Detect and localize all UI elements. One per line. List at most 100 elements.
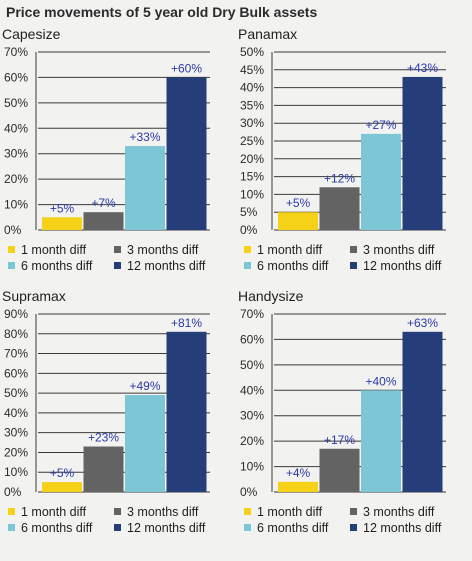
legend-label: 12 months diff — [363, 521, 442, 535]
data-label: +5% — [286, 196, 311, 210]
bar — [125, 146, 165, 230]
bar — [319, 448, 360, 492]
y-tick-label: 80% — [4, 327, 28, 341]
legend-label: 3 months diff — [363, 505, 435, 519]
legend-label: 6 months diff — [21, 259, 93, 273]
legend-swatch — [244, 262, 251, 269]
legend-swatch — [244, 508, 251, 515]
y-tick-label: 40% — [240, 81, 264, 95]
legend-swatch — [244, 246, 251, 253]
chart-title: Supramax — [2, 288, 66, 304]
y-tick-label: 25% — [240, 134, 264, 148]
legend-swatch — [244, 524, 251, 531]
y-tick-label: 30% — [4, 426, 28, 440]
y-tick-label: 30% — [4, 147, 28, 161]
y-tick-label: 70% — [4, 347, 28, 361]
bar — [83, 446, 124, 492]
chart-canvas: 0% 10% 20% 30% 40% 50% 60% 70% +5% +7% +33% +60% 1 m… — [4, 45, 210, 273]
chart-canvas: 0% 5% 10% 15% 20% 25% 30% 35% 40% 45% 50% +5% +12% +2… — [240, 45, 446, 273]
handysize-chart: Handysize 0% 10% 20% 30% 40% 50% 60% 70% +4% +17%… — [236, 288, 472, 558]
y-tick-label: 20% — [4, 445, 28, 459]
legend-label: 12 months diff — [363, 259, 442, 273]
legend-label: 6 months diff — [257, 521, 329, 535]
panamax-chart: Panamax 0% 5% 10% 15% 20% 25% 30% 35% 40% 45% 50% +… — [236, 26, 472, 296]
legend-label: 1 month diff — [21, 243, 87, 257]
legend-swatch — [8, 262, 15, 269]
chart-title: Panamax — [238, 26, 298, 42]
y-tick-label: 40% — [4, 406, 28, 420]
y-tick-label: 60% — [4, 70, 28, 84]
data-label: +33% — [129, 130, 160, 144]
y-tick-label: 10% — [240, 460, 264, 474]
y-tick-label: 15% — [240, 170, 264, 184]
y-tick-label: 60% — [4, 366, 28, 380]
chart-canvas: 0% 10% 20% 30% 40% 50% 60% 70% 80% 90% +5% +23% +49%… — [4, 307, 210, 535]
y-tick-label: 20% — [240, 434, 264, 448]
data-label: +60% — [171, 61, 202, 75]
data-label: +43% — [407, 61, 438, 75]
y-tick-label: 50% — [4, 96, 28, 110]
bar — [42, 482, 82, 492]
legend-swatch — [8, 246, 15, 253]
y-tick-label: 30% — [240, 409, 264, 423]
y-tick-label: 20% — [240, 152, 264, 166]
data-label: +12% — [324, 171, 355, 185]
legend-label: 12 months diff — [127, 259, 206, 273]
y-tick-label: 40% — [4, 121, 28, 135]
bar — [319, 187, 360, 230]
legend-swatch — [114, 262, 121, 269]
y-tick-label: 45% — [240, 63, 264, 77]
bar — [83, 212, 124, 230]
legend-swatch — [350, 508, 357, 515]
y-tick-label: 50% — [240, 45, 264, 59]
data-label: +27% — [365, 118, 396, 132]
bar — [402, 76, 443, 230]
bar — [125, 395, 165, 492]
bar — [42, 217, 82, 230]
legend-swatch — [8, 524, 15, 531]
legend-label: 1 month diff — [257, 505, 323, 519]
y-tick-label: 10% — [240, 187, 264, 201]
data-label: +63% — [407, 316, 438, 330]
bar — [361, 390, 401, 492]
bar — [166, 331, 207, 492]
legend-label: 3 months diff — [363, 243, 435, 257]
bar — [361, 133, 401, 230]
data-label: +40% — [365, 374, 396, 388]
data-label: +4% — [286, 466, 311, 480]
y-tick-label: 90% — [4, 307, 28, 321]
y-tick-label: 0% — [240, 223, 258, 237]
y-tick-label: 10% — [4, 198, 28, 212]
legend-swatch — [114, 508, 121, 515]
legend-swatch — [350, 524, 357, 531]
y-tick-label: 40% — [240, 383, 264, 397]
legend-swatch — [114, 246, 121, 253]
y-tick-label: 10% — [4, 465, 28, 479]
legend-label: 1 month diff — [21, 505, 87, 519]
legend-swatch — [8, 508, 15, 515]
data-label: +5% — [50, 466, 75, 480]
data-label: +49% — [129, 379, 160, 393]
bar — [278, 212, 318, 230]
supramax-chart: Supramax 0% 10% 20% 30% 40% 50% 60% 70% 80% 90% +5… — [0, 288, 236, 558]
data-label: +7% — [91, 196, 116, 210]
y-tick-label: 70% — [4, 45, 28, 59]
legend-label: 6 months diff — [21, 521, 93, 535]
legend-swatch — [114, 524, 121, 531]
bar — [402, 331, 443, 492]
y-tick-label: 0% — [240, 485, 258, 499]
data-label: +17% — [324, 433, 355, 447]
legend-label: 6 months diff — [257, 259, 329, 273]
legend-swatch — [350, 262, 357, 269]
capesize-chart: Capesize 0% 10% 20% 30% 40% 50% 60% 70% +5% +7% +3… — [0, 26, 236, 296]
y-tick-label: 0% — [4, 485, 22, 499]
y-tick-label: 30% — [240, 116, 264, 130]
chart-canvas: 0% 10% 20% 30% 40% 50% 60% 70% +4% +17% +40% +63% 1 … — [240, 307, 446, 535]
y-tick-label: 50% — [4, 386, 28, 400]
bar — [166, 77, 207, 230]
chart-title: Handysize — [238, 288, 304, 304]
legend-label: 12 months diff — [127, 521, 206, 535]
y-tick-label: 50% — [240, 358, 264, 372]
y-tick-label: 0% — [4, 223, 22, 237]
page-title: Price movements of 5 year old Dry Bulk a… — [6, 4, 318, 20]
